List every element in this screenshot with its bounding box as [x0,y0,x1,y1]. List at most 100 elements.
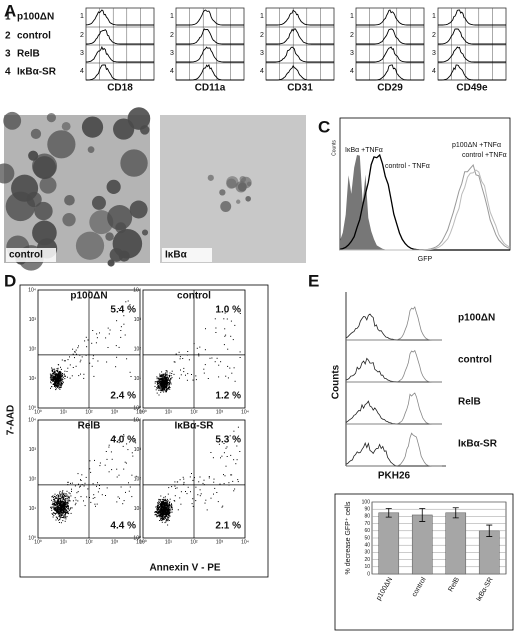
scatter-dot [57,369,59,371]
scatter-dot [57,385,59,387]
scatter-dot [68,509,70,511]
scatter-dot [104,464,106,466]
scatter-dot [191,503,193,505]
axis-tick: 10⁰ [28,405,36,411]
scatter-dot [163,501,165,503]
scatter-dot [123,500,125,502]
scatter-dot [55,375,57,377]
scatter-dot [163,375,165,377]
scatter-dot [52,371,54,373]
scatter-dot [168,520,170,521]
scatter-dot [59,501,61,503]
scatter-dot [55,509,57,511]
scatter-dot [60,379,62,381]
scatter-dot [195,375,197,377]
scatter-dot [56,518,58,520]
scatter-dot [170,378,172,380]
scatter-dot [158,380,160,382]
scatter-dot [163,498,165,500]
scatter-dot [160,387,162,389]
scatter-dot [160,519,161,521]
scatter-dot [89,497,90,498]
panel-frame [19,284,269,578]
scatter-dot [66,503,68,505]
scatter-dot [163,377,165,379]
cell-cluster [112,228,143,259]
scatter-dot [159,512,161,514]
scatter-dot [125,462,127,464]
row-label: control [17,31,51,42]
scatter-dot [165,381,167,383]
scatter-dot [168,513,170,515]
scatter-dot [84,340,86,342]
scatter-dot [179,497,181,499]
cell-cluster [30,128,42,140]
scatter-dot [57,375,59,377]
marker-label: CD31 [287,83,313,94]
scatter-dot [106,458,108,460]
axis-tick: 10² [29,476,37,482]
scatter-dot [169,511,171,513]
cell-cluster [120,149,148,177]
scatter-dot [58,379,60,381]
scatter-dot [92,330,94,331]
scatter-dot [55,389,57,391]
scatter-dot [166,509,168,511]
scatter-dot [72,500,74,502]
scatter-dot [223,452,225,454]
scatter-dot [161,378,163,380]
scatter-dot [199,476,201,478]
axis-tick: 10¹ [29,376,37,382]
scatter-dot [161,507,163,509]
scatter-dot [57,510,59,512]
scatter-dot [159,387,161,389]
y-tick-label: 60 [364,528,370,534]
scatter-dot [65,500,67,502]
scatter-dot [227,365,229,367]
scatter-dot [227,348,229,350]
scatter-dot [112,439,114,441]
scatter-dot [157,385,159,387]
scatter-dot [84,505,86,507]
scatter-dot [130,376,132,377]
scatter-dot [180,491,182,493]
axis-tick: 10⁰ [133,405,141,411]
axis-tick: 10² [134,476,142,482]
scatter-dot [54,370,56,372]
scatter-dot [162,509,164,510]
row-number: 2 [5,31,11,42]
scatter-dot [64,504,65,506]
scatter-dot [66,371,68,372]
scatter-dot [156,514,158,516]
scatter-dot [56,378,58,380]
scatter-dot [68,498,70,500]
scatter-dot [168,379,170,381]
row-number: 2 [350,32,354,39]
scatter-dot [53,508,55,510]
scatter-dot [58,513,60,515]
scatter-dot [168,508,170,510]
scatter-dot [59,497,61,499]
scatter-dot [179,377,180,379]
scatter-dot [159,503,161,505]
scatter-dot [61,513,63,515]
scatter-dot [167,504,169,506]
scatter-dot [85,336,87,338]
scatter-dot [173,500,175,501]
scatter-dot [57,497,59,499]
scatter-dot [192,505,194,507]
row-number: 2 [170,32,174,39]
scatter-dot [56,368,58,370]
scatter-dot [185,374,186,376]
scatter-dot [60,371,62,373]
scatter-dot [80,373,81,375]
scatter-dot [50,379,52,381]
scatter-dot [54,502,56,504]
scatter-dot [126,443,128,445]
scatter-dot [169,502,170,504]
scatter-dot [71,490,72,492]
scatter-dot [111,469,113,471]
scatter-dot [62,501,64,503]
scatter-dot [64,499,66,501]
scatter-dot [63,375,65,377]
